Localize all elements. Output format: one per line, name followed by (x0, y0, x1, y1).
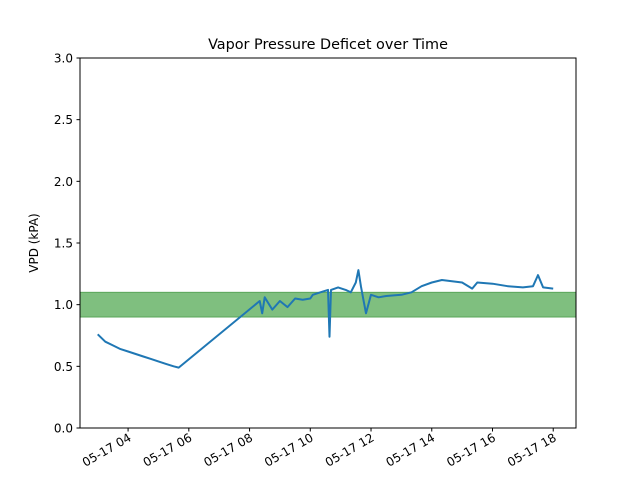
series-layer (97, 269, 554, 369)
y-tick-label: 2.0 (54, 175, 73, 189)
y-tick-label: 1.5 (54, 237, 73, 251)
y-tick-label: 1.0 (54, 298, 73, 312)
y-axis: 0.0 0.5 1.0 1.5 2.0 2.5 3.0 (54, 52, 80, 436)
y-tick-label: 2.5 (54, 113, 73, 127)
series-line-1 (97, 269, 554, 369)
y-tick-label: 0.5 (54, 360, 73, 374)
y-axis-label: VPD (kPA) (27, 213, 41, 273)
y-tick-label: 0.0 (54, 422, 73, 436)
y-tick-label: 3.0 (54, 52, 73, 66)
chart-title: Vapor Pressure Deficet over Time (208, 37, 448, 53)
